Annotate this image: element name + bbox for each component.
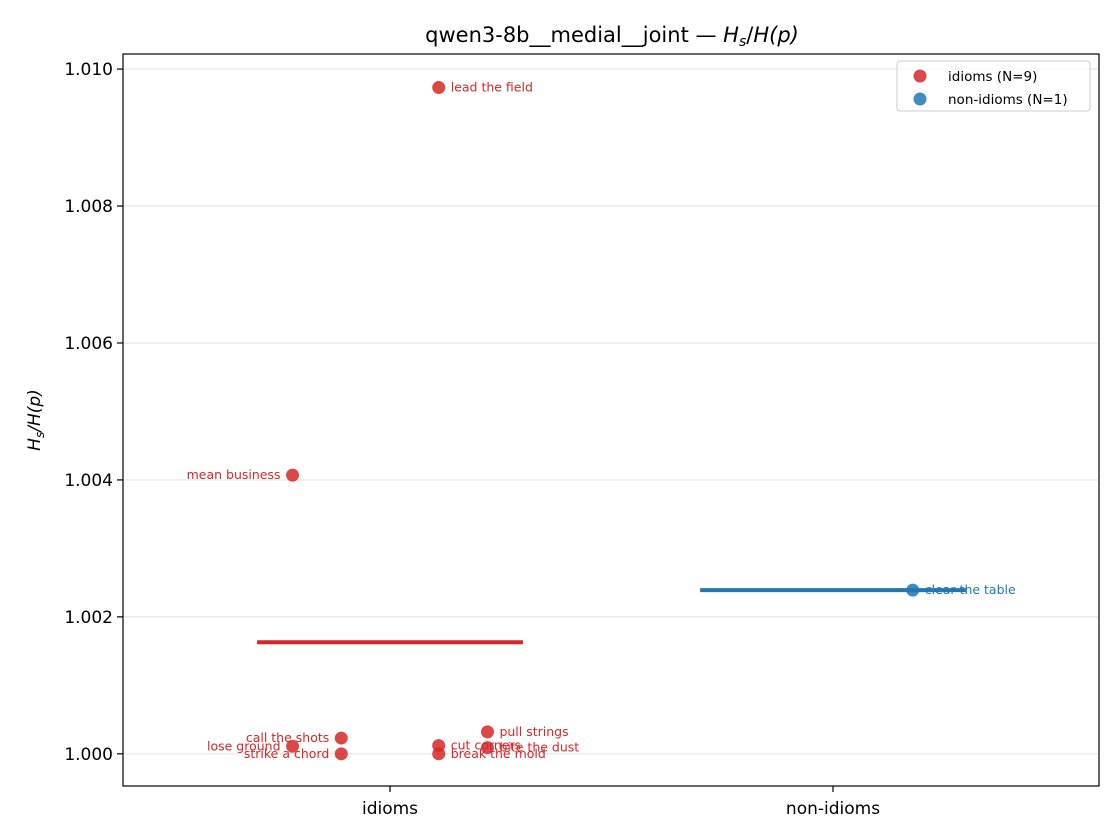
y-tick-label: 1.008 [64, 197, 113, 217]
point-label: cut corners [451, 738, 521, 753]
point-label: break the mold [451, 746, 546, 761]
grid-lines [123, 68, 1099, 755]
x-tick-label: idioms [362, 799, 418, 819]
y-axis: 1.000 1.002 1.004 1.006 1.008 1.010 [64, 60, 123, 765]
data-point [432, 81, 446, 95]
data-points [286, 81, 920, 761]
x-tick-label: non-idioms [786, 799, 880, 819]
x-axis: idioms non-idioms [362, 786, 880, 819]
legend-label: non-idioms (N=1) [948, 92, 1068, 108]
point-labels: lead the field mean business call the shot… [187, 80, 1016, 761]
y-tick-label: 1.004 [64, 471, 113, 491]
point-label: clear the table [925, 582, 1016, 597]
point-label: pull strings [499, 724, 568, 739]
y-tick-label: 1.002 [64, 608, 113, 628]
y-tick-label: 1.006 [64, 334, 113, 354]
point-label: call the shots [246, 730, 329, 745]
data-point [480, 725, 494, 739]
legend: idioms (N=9) non-idioms (N=1) [896, 60, 1091, 112]
mean-lines [257, 588, 966, 645]
data-point [334, 731, 348, 745]
data-point [480, 741, 494, 755]
data-point [906, 583, 920, 597]
y-tick-label: 1.010 [64, 60, 113, 80]
legend-label: idioms (N=9) [948, 69, 1037, 85]
legend-box [896, 60, 1091, 112]
data-point [286, 468, 300, 482]
legend-marker [913, 69, 927, 83]
y-tick-label: 1.000 [64, 745, 113, 765]
point-label: lead the field [451, 80, 533, 95]
point-label: lose ground [207, 738, 281, 753]
data-point [432, 747, 446, 761]
plot-frame [122, 53, 1100, 787]
point-label: strike a chord [244, 746, 329, 761]
point-label: bite the dust [499, 740, 579, 755]
y-axis-label: Hs/H(p) [25, 389, 47, 451]
chart-title: qwen3-8b__medial__joint — Hs/H(p) [425, 23, 799, 50]
data-point [286, 739, 300, 753]
data-point [334, 747, 348, 761]
point-label: mean business [187, 467, 281, 482]
legend-marker [913, 92, 927, 106]
